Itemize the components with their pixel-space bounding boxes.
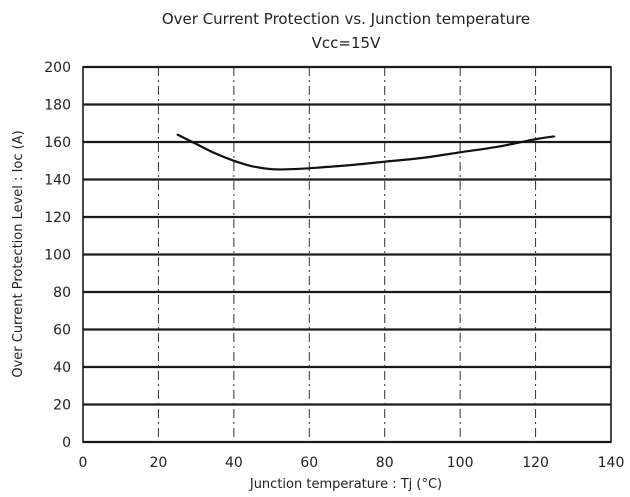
data-point <box>534 138 537 140</box>
data-point <box>383 160 386 163</box>
x-tick-label: 120 <box>522 455 549 471</box>
x-tick-label: 0 <box>79 455 88 471</box>
plot-frame <box>82 66 612 443</box>
data-point <box>308 167 311 170</box>
y-tick-label: 80 <box>53 285 71 301</box>
data-point <box>195 143 197 145</box>
data-point <box>251 165 254 168</box>
data-point <box>270 168 273 170</box>
data-point <box>176 133 179 136</box>
data-point <box>346 164 348 167</box>
y-tick-label: 100 <box>44 248 71 264</box>
x-tick-label: 40 <box>225 455 243 471</box>
y-axis-label: Over Current Protection Level : Ioc (A) <box>11 130 26 377</box>
data-point <box>214 152 216 155</box>
chart-subtitle: Vcc=15V <box>312 34 381 52</box>
y-tick-label: 180 <box>44 98 71 114</box>
grid <box>83 65 611 444</box>
data-point <box>233 159 235 162</box>
x-axis-ticks: 0 20 40 60 80 100 120 140 <box>79 455 625 471</box>
data-point <box>421 157 424 159</box>
x-tick-label: 140 <box>598 455 625 471</box>
y-tick-label: 160 <box>44 135 71 151</box>
y-tick-label: 60 <box>53 323 71 339</box>
x-tick-label: 100 <box>447 455 474 471</box>
data-point <box>289 168 292 170</box>
y-tick-label: 120 <box>44 210 71 226</box>
x-tick-label: 20 <box>150 455 168 471</box>
data-point <box>553 135 556 138</box>
data-point <box>459 151 461 154</box>
y-tick-label: 200 <box>44 60 71 76</box>
chart-title: Over Current Protection vs. Junction tem… <box>162 10 530 28</box>
x-axis-label: Junction temperature : Tj (°C) <box>249 477 442 492</box>
y-tick-label: 40 <box>53 360 71 376</box>
series-layer <box>176 133 556 171</box>
data-point <box>497 145 499 148</box>
y-tick-label: 0 <box>62 435 71 451</box>
y-tick-label: 140 <box>44 173 71 189</box>
y-tick-label: 20 <box>53 398 71 414</box>
x-tick-label: 80 <box>376 455 394 471</box>
x-tick-label: 60 <box>300 455 318 471</box>
y-axis-ticks: 0 20 40 60 80 100 120 140 160 180 200 <box>44 60 71 451</box>
